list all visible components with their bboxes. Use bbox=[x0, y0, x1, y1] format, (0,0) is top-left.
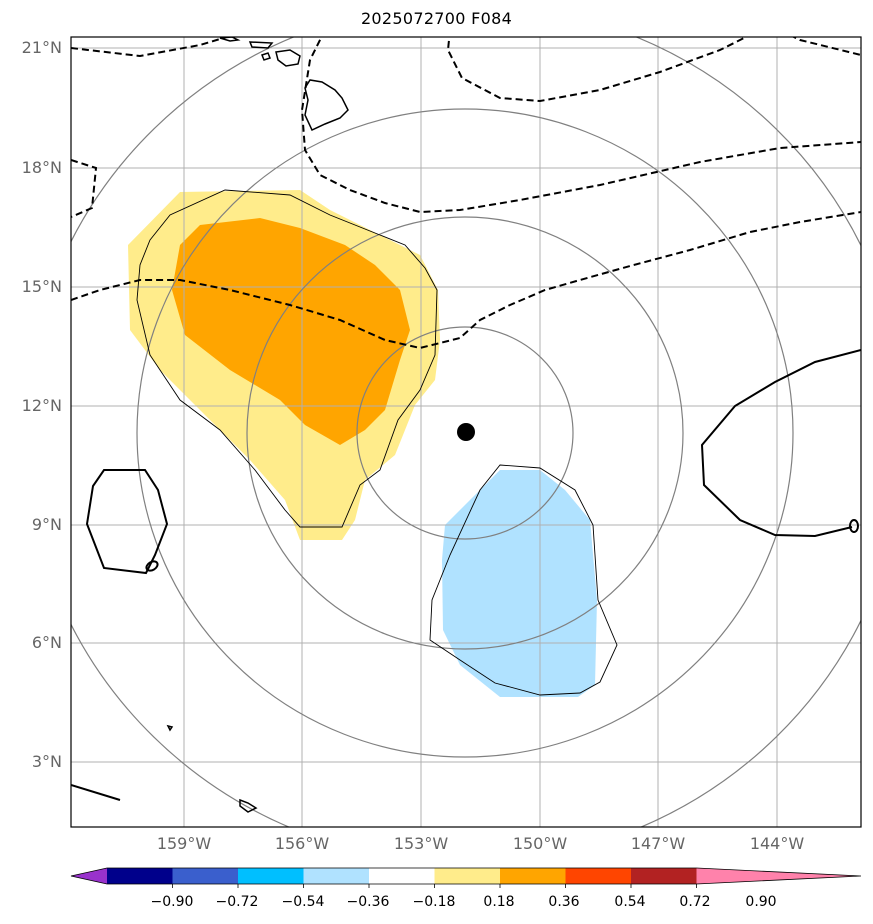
thin-contours bbox=[136, 189, 618, 696]
colorbar-segment bbox=[565, 868, 632, 884]
lon-label-144w: 144°W bbox=[749, 834, 805, 853]
map-title: 2025072700 F084 bbox=[360, 9, 513, 28]
colorbar-segment bbox=[238, 868, 304, 884]
colorbar-tick-label: 0.72 bbox=[679, 894, 711, 910]
lon-label-150w: 150°W bbox=[512, 834, 568, 853]
lat-label-15n: 15°N bbox=[21, 277, 62, 296]
colorbar-tick-label: 0.18 bbox=[483, 894, 515, 910]
lat-label-6n: 6°N bbox=[31, 633, 62, 652]
colorbar bbox=[70, 867, 862, 888]
graticule bbox=[71, 37, 861, 827]
lat-label-9n: 9°N bbox=[31, 515, 62, 534]
colorbar-segment bbox=[500, 868, 566, 884]
lon-label-153w: 153°W bbox=[393, 834, 449, 853]
positive-shading-mid bbox=[172, 218, 410, 445]
colorbar-extend-low bbox=[71, 868, 107, 884]
lon-label-159w: 159°W bbox=[156, 834, 212, 853]
colorbar-segment bbox=[631, 868, 697, 884]
colorbar-segment bbox=[303, 868, 370, 884]
lat-label-18n: 18°N bbox=[21, 158, 62, 177]
colorbar-tick-label: −0.54 bbox=[281, 894, 325, 910]
colorbar-outline bbox=[70, 867, 862, 885]
lon-label-156w: 156°W bbox=[274, 834, 330, 853]
colorbar-segment bbox=[434, 868, 501, 884]
map-area bbox=[71, 37, 861, 827]
storm-center-marker bbox=[457, 423, 475, 441]
range-rings bbox=[71, 37, 861, 827]
negative-shading-light bbox=[442, 470, 597, 697]
lat-label-12n: 12°N bbox=[21, 396, 62, 415]
colorbar-segment bbox=[107, 868, 173, 884]
coastlines bbox=[166, 37, 349, 813]
colorbar-tick-label: 0.90 bbox=[745, 894, 777, 910]
dashed-contours bbox=[71, 37, 861, 350]
lat-label-21n: 21°N bbox=[21, 38, 62, 57]
colorbar-tick-label: 0.54 bbox=[614, 894, 646, 910]
solid-contours bbox=[71, 349, 861, 801]
colorbar-tick-label: −0.72 bbox=[215, 894, 259, 910]
colorbar-tick-label: −0.36 bbox=[346, 894, 390, 910]
colorbar-tick-label: 0.36 bbox=[548, 894, 580, 910]
lat-label-3n: 3°N bbox=[31, 752, 62, 771]
colorbar-segment bbox=[172, 868, 239, 884]
colorbar-tick-label: −0.18 bbox=[412, 894, 456, 910]
colorbar-extend-high bbox=[696, 868, 861, 884]
colorbar-tick-label: −0.90 bbox=[150, 894, 194, 910]
map-frame bbox=[70, 36, 862, 828]
lon-label-147w: 147°W bbox=[630, 834, 686, 853]
colorbar-segment bbox=[369, 868, 435, 884]
